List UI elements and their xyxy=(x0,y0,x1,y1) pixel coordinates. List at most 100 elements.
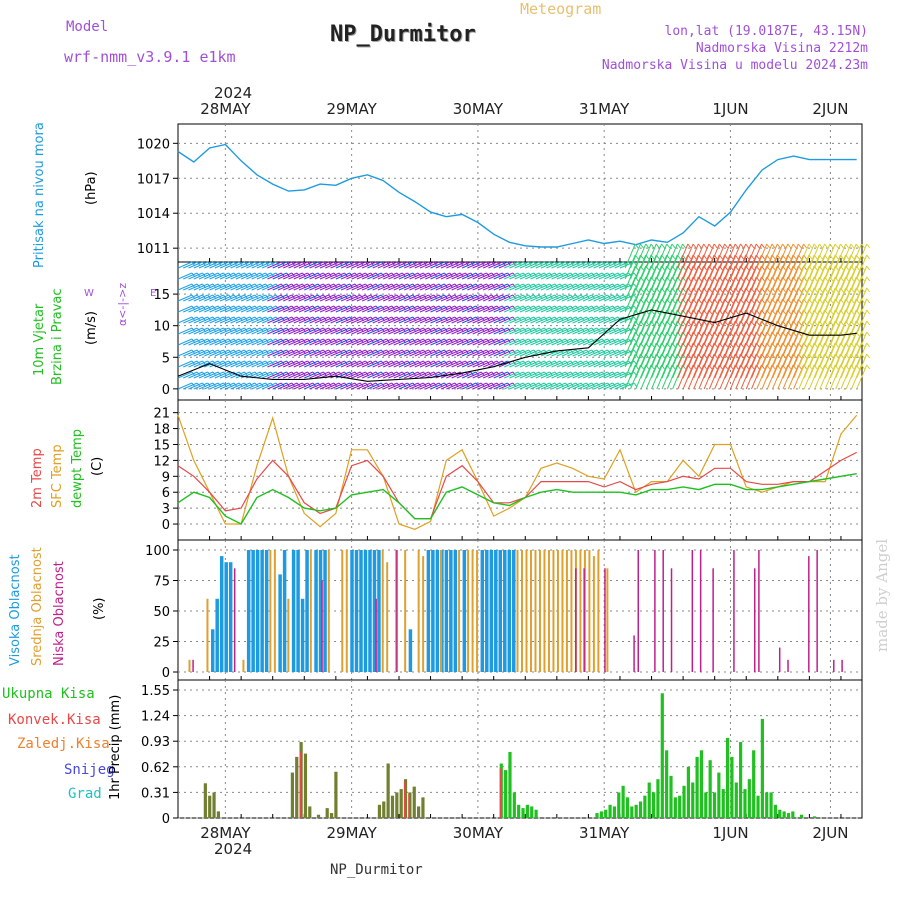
wind-barb xyxy=(782,243,794,269)
wind-barb xyxy=(630,331,641,357)
wind-barb xyxy=(530,371,545,379)
wind-barb xyxy=(335,261,351,269)
model-name: wrf-nmm_v3.9.1 e1km xyxy=(64,48,236,66)
wind-barb xyxy=(714,298,726,324)
wind-barb xyxy=(798,331,810,357)
pressure-tick-label: 1020 xyxy=(137,137,170,152)
wind-barb xyxy=(314,261,329,269)
wind-barb xyxy=(198,316,214,324)
wind-barb xyxy=(808,287,820,313)
wind-barb xyxy=(335,338,351,346)
wind-barb xyxy=(719,254,731,280)
wind-barb xyxy=(272,261,287,269)
wind-barb xyxy=(856,309,868,335)
wind-barb xyxy=(687,320,699,346)
wind-barb xyxy=(409,338,424,346)
wind-barb xyxy=(230,283,245,291)
wind-barb xyxy=(693,364,705,390)
model-label: Model xyxy=(66,19,109,35)
wind-barb xyxy=(261,294,277,302)
total-precip-bar xyxy=(782,811,786,818)
wind-barb xyxy=(214,371,230,379)
total-precip-bar xyxy=(308,806,312,818)
wind-barb xyxy=(687,364,699,390)
wind-barb xyxy=(588,305,603,313)
wind-barb xyxy=(198,327,214,335)
wind-barb xyxy=(361,338,377,346)
wind-barb xyxy=(645,254,657,280)
wind-barb xyxy=(803,287,815,313)
wind-barb xyxy=(467,349,482,357)
wind-barb xyxy=(283,294,298,302)
wind-barb xyxy=(193,327,208,335)
wind-barb xyxy=(835,298,847,324)
wind-barb xyxy=(188,338,203,346)
wind-barb xyxy=(293,371,308,379)
wind-barb xyxy=(856,331,868,357)
wind-barb xyxy=(651,254,662,280)
total-precip-bar xyxy=(608,804,612,818)
legend-conv-precip: Konvek.Kisa xyxy=(8,712,101,728)
wind-barb xyxy=(530,261,545,269)
wind-barb xyxy=(188,272,203,280)
wind-barb xyxy=(440,349,456,357)
wind-barb xyxy=(440,316,456,324)
wind-barb xyxy=(251,272,266,280)
wind-barb xyxy=(193,294,208,302)
wind-barb xyxy=(782,298,794,324)
wind-barb xyxy=(714,276,726,302)
wind-barb xyxy=(383,261,398,269)
wind-barb xyxy=(772,287,784,313)
wind-barb xyxy=(509,338,524,346)
wind-barb xyxy=(730,320,741,346)
wind-barb xyxy=(435,382,451,390)
wind-barb-flag xyxy=(640,243,644,249)
wind-barb xyxy=(724,276,736,302)
wind-barb xyxy=(398,382,414,390)
wind-barb xyxy=(514,360,529,368)
wind-barb xyxy=(803,243,815,269)
wind-barb xyxy=(351,316,366,324)
wind-barb xyxy=(551,316,566,324)
mid-cloud-bar xyxy=(579,550,582,672)
wind-barb xyxy=(404,371,419,379)
wind-barb xyxy=(519,272,535,280)
wind-barb xyxy=(219,261,235,269)
wind-barb xyxy=(261,305,277,313)
wind-barb xyxy=(530,360,545,368)
wind-barb xyxy=(330,261,345,269)
wind-barb xyxy=(824,331,836,357)
wind-barb xyxy=(798,353,810,379)
wind-barb xyxy=(598,327,614,335)
wind-barb xyxy=(214,305,230,313)
low-cloud-bar xyxy=(583,568,585,672)
mid-cloud-bar xyxy=(606,568,609,672)
wind-barb-flag xyxy=(645,243,650,249)
wind-barb-flag xyxy=(703,243,708,249)
wind-barb xyxy=(609,272,624,280)
wind-barb xyxy=(388,382,403,390)
total-precip-bar xyxy=(634,804,638,818)
wind-barb xyxy=(756,298,768,324)
wind-barb xyxy=(246,349,261,357)
wind-barb xyxy=(346,382,361,390)
wind-barb xyxy=(540,316,556,324)
wind-barb xyxy=(451,382,466,390)
wind-barb xyxy=(267,382,282,390)
wind-barb xyxy=(824,243,836,269)
wind-barb xyxy=(551,283,566,291)
wind-barb xyxy=(703,331,715,357)
wind-barb xyxy=(530,294,545,302)
wind-barb xyxy=(288,294,303,302)
wind-barb xyxy=(645,276,657,302)
wind-barb xyxy=(225,338,240,346)
wind-barb xyxy=(845,265,857,291)
wind-barb xyxy=(383,327,398,335)
wind-barb xyxy=(419,382,435,390)
wind-barb xyxy=(751,342,762,368)
wind-barb xyxy=(835,309,847,335)
wind-barb xyxy=(246,283,261,291)
conv-precip-bar xyxy=(403,781,406,818)
wind-barb xyxy=(425,382,440,390)
